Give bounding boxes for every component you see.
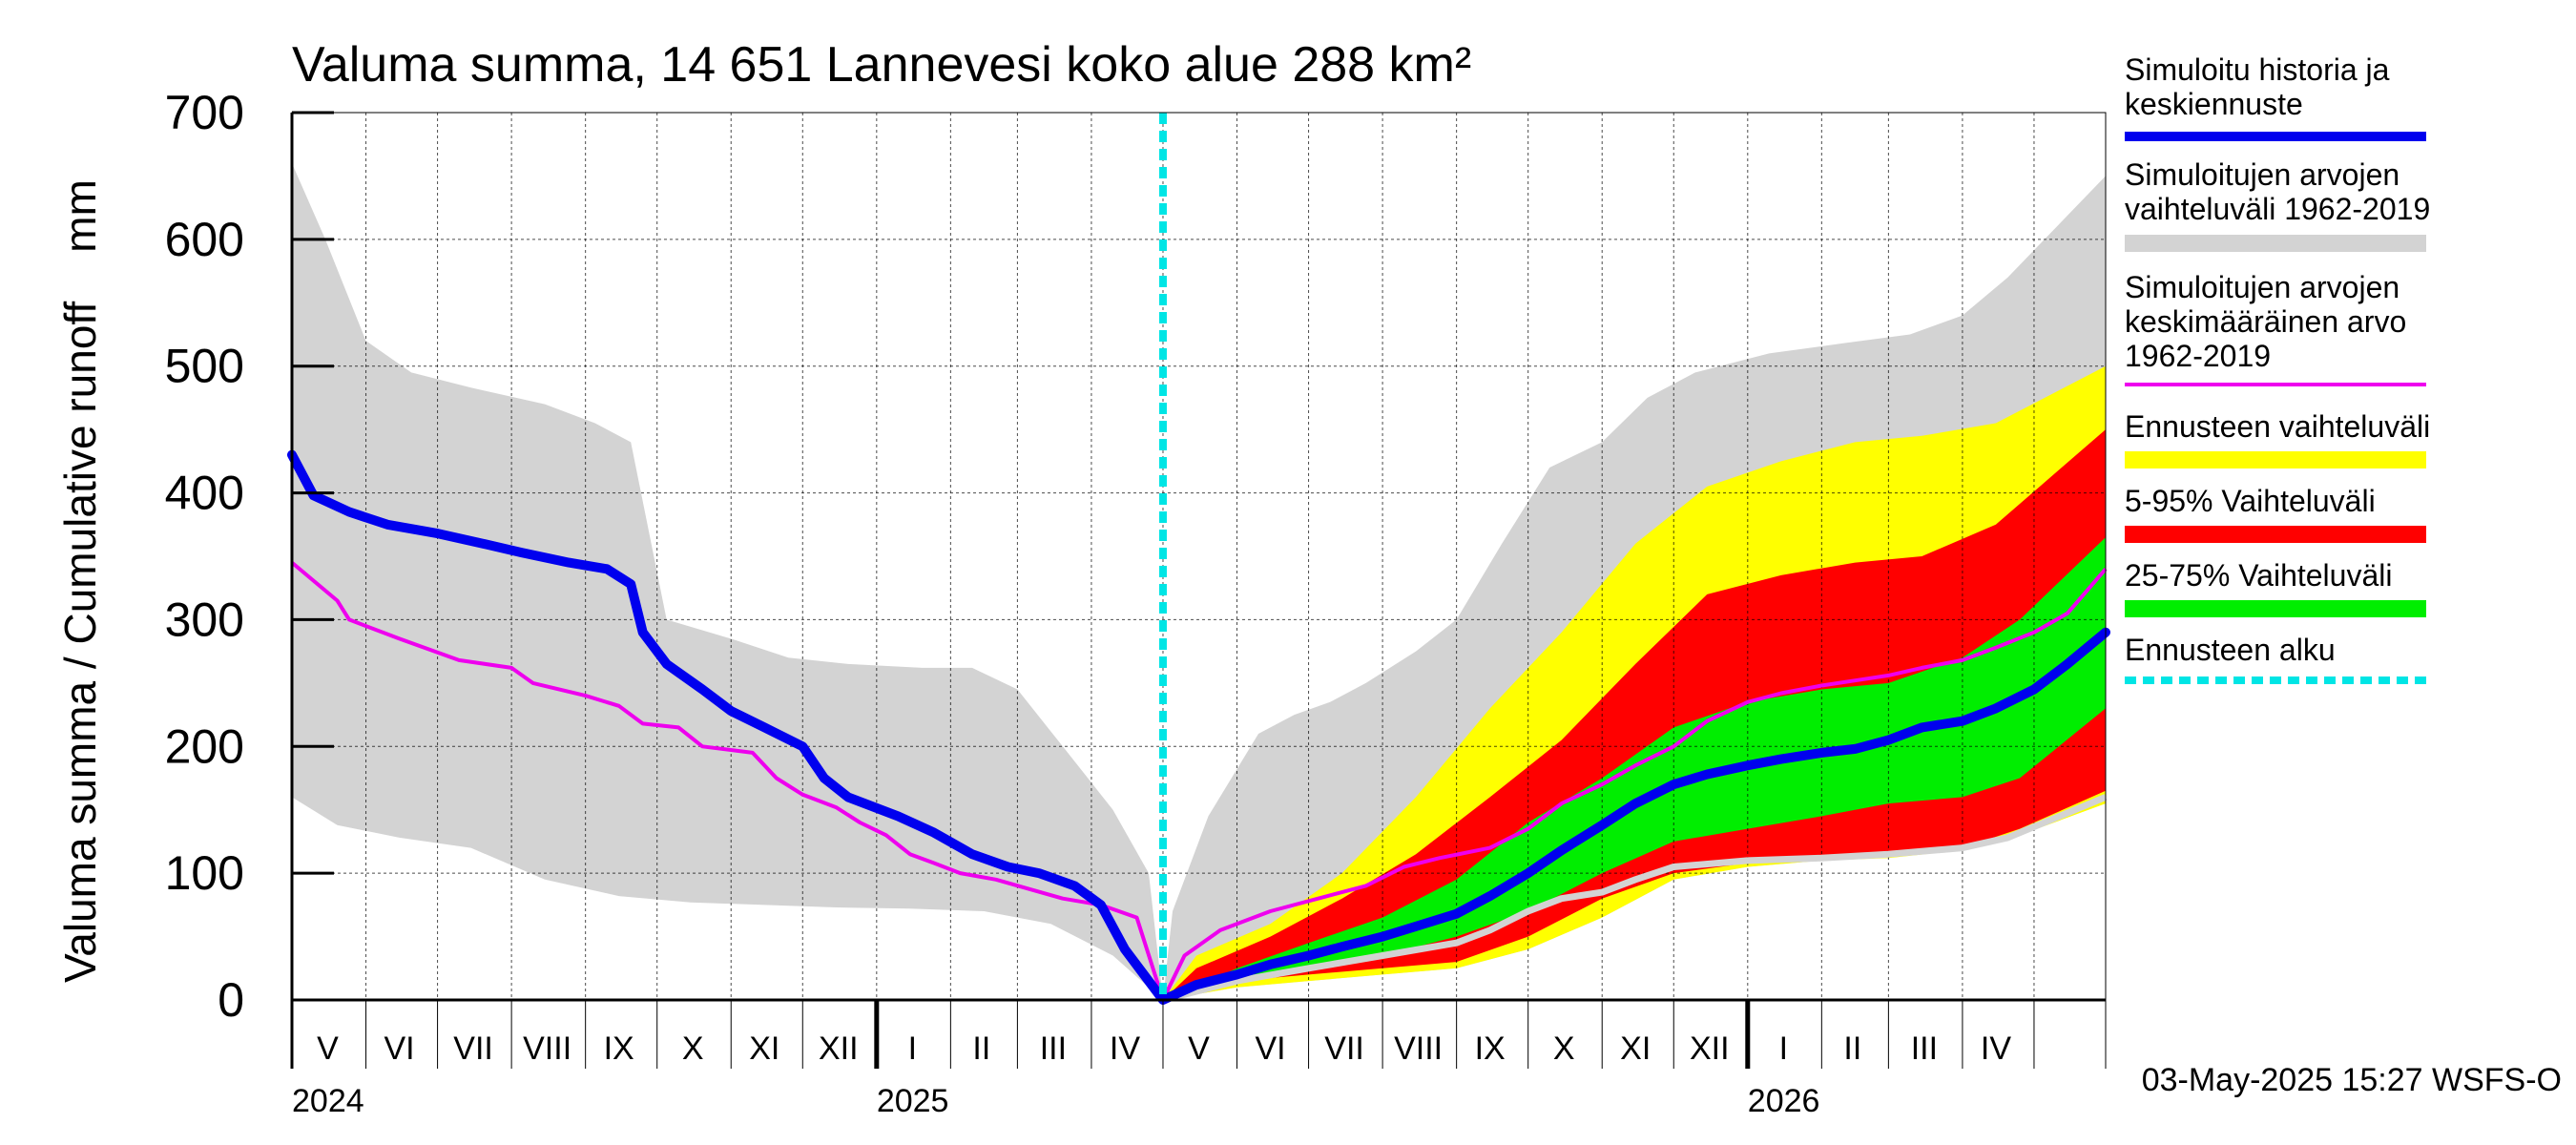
y-tick-label-7: 700	[165, 86, 244, 139]
month-label-12: V	[1188, 1030, 1210, 1067]
year-label-2: 2026	[1748, 1083, 1820, 1119]
legend-swatch-4	[2125, 526, 2426, 543]
month-label-20: I	[1779, 1030, 1788, 1067]
month-label-17: X	[1553, 1030, 1575, 1067]
legend-label-2-2: 1962-2019	[2125, 339, 2271, 373]
y-axis-label: Valuma summa / Cumulative runoff mm	[55, 179, 105, 983]
chart-title: Valuma summa, 14 651 Lannevesi koko alue…	[292, 37, 1471, 93]
range-5-95-band	[1163, 429, 2106, 1001]
simulated-series-line	[287, 449, 2110, 1005]
legend-label-0-1: keskiennuste	[2125, 87, 2303, 121]
y-tick-label-5: 500	[165, 340, 244, 393]
legend-swatch-1	[2125, 235, 2426, 252]
month-label-16: IX	[1475, 1030, 1506, 1067]
month-label-22: III	[1911, 1030, 1938, 1067]
month-label-10: III	[1040, 1030, 1067, 1067]
bands-layer	[292, 163, 2106, 1001]
month-label-5: X	[682, 1030, 704, 1067]
y-tick-label-6: 600	[165, 213, 244, 266]
y-tick-label-1: 100	[165, 846, 244, 900]
month-label-18: XI	[1620, 1030, 1651, 1067]
month-label-3: VIII	[523, 1030, 571, 1067]
legend-label-5-0: 25-75% Vaihteluväli	[2125, 558, 2392, 593]
month-label-14: VII	[1324, 1030, 1364, 1067]
range-25-75-band	[1163, 537, 2106, 1000]
legend-label-0-0: Simuloitu historia ja	[2125, 52, 2390, 87]
legend-label-4-0: 5-95% Vaihteluväli	[2125, 484, 2376, 518]
month-label-19: XII	[1690, 1030, 1730, 1067]
month-label-7: XII	[819, 1030, 859, 1067]
month-label-8: I	[908, 1030, 917, 1067]
y-tick-label-0: 0	[218, 973, 244, 1027]
month-label-0: V	[317, 1030, 339, 1067]
month-label-13: VI	[1255, 1030, 1285, 1067]
month-label-9: II	[972, 1030, 990, 1067]
month-label-11: IV	[1110, 1030, 1140, 1067]
month-label-4: IX	[604, 1030, 634, 1067]
legend-label-6-0: Ennusteen alku	[2125, 633, 2336, 667]
year-label-0: 2024	[292, 1083, 364, 1119]
month-label-2: VII	[453, 1030, 493, 1067]
lower-bound-line	[1162, 794, 2108, 1004]
lines-layer	[287, 113, 2110, 1005]
month-label-15: VIII	[1394, 1030, 1443, 1067]
mean-series-line	[290, 561, 2108, 1002]
month-label-21: II	[1843, 1030, 1861, 1067]
y-tick-label-2: 200	[165, 719, 244, 773]
month-label-6: XI	[749, 1030, 779, 1067]
month-label-23: IV	[1981, 1030, 2011, 1067]
legend-label-2-1: keskimääräinen arvo	[2125, 304, 2406, 339]
legend-label-1-1: vaihteluväli 1962-2019	[2125, 192, 2430, 226]
legend-swatch-3	[2125, 451, 2426, 468]
legend-label-2-0: Simuloitujen arvojen	[2125, 270, 2399, 304]
footer-timestamp: 03-May-2025 15:27 WSFS-O	[2142, 1062, 2562, 1098]
y-tick-label-3: 300	[165, 593, 244, 646]
y-tick-label-4: 400	[165, 467, 244, 520]
legend-swatch-5	[2125, 600, 2426, 617]
month-label-1: VI	[384, 1030, 414, 1067]
legend-label-3-0: Ennusteen vaihteluväli	[2125, 409, 2430, 444]
year-label-1: 2025	[877, 1083, 949, 1119]
legend-label-1-0: Simuloitujen arvojen	[2125, 157, 2399, 192]
grid-layer	[292, 112, 2106, 1000]
